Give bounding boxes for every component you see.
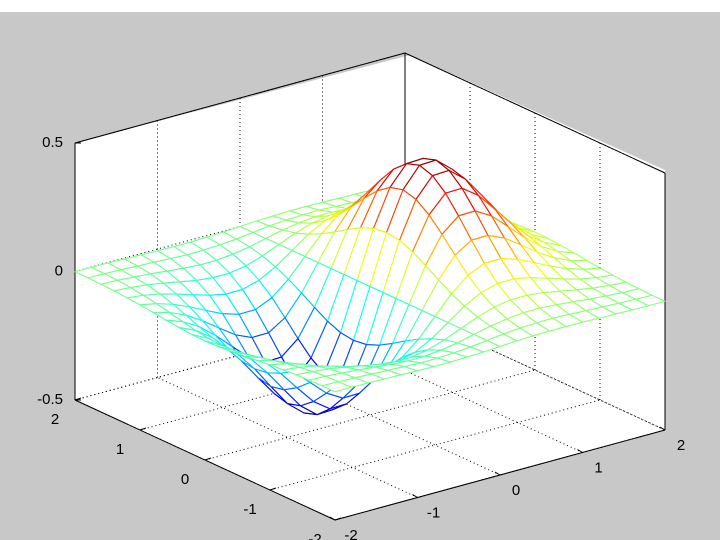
tick-mark: [334, 517, 342, 521]
y-tick-label: -1: [243, 501, 256, 518]
z-tick-label: 0.5: [42, 134, 63, 151]
tick-mark: [412, 494, 418, 498]
tick-mark: [74, 397, 82, 401]
x-tick-label: -1: [427, 504, 440, 521]
y-tick-label: 0: [181, 471, 189, 488]
x-tick-label: 0: [512, 482, 520, 499]
tick-mark: [329, 516, 336, 521]
axis-line: [74, 52, 406, 144]
y-tick-label: 1: [116, 441, 124, 458]
x-tick-label: 2: [677, 437, 685, 454]
z-tick-label: 0: [55, 262, 63, 279]
tick-mark: [659, 426, 666, 431]
y-tick-label: 2: [51, 411, 59, 428]
tick-mark: [204, 457, 212, 461]
tick-mark: [139, 427, 147, 431]
z-tick-label: -0.5: [37, 391, 63, 408]
x-tick-label: -2: [344, 527, 357, 540]
tick-mark: [494, 471, 501, 476]
tick-mark: [269, 487, 277, 491]
tick-mark: [577, 449, 583, 453]
axis-line: [404, 52, 666, 174]
y-tick-label: -2: [308, 531, 321, 540]
x-tick-label: 1: [594, 459, 602, 476]
mesh-face: [321, 381, 353, 393]
